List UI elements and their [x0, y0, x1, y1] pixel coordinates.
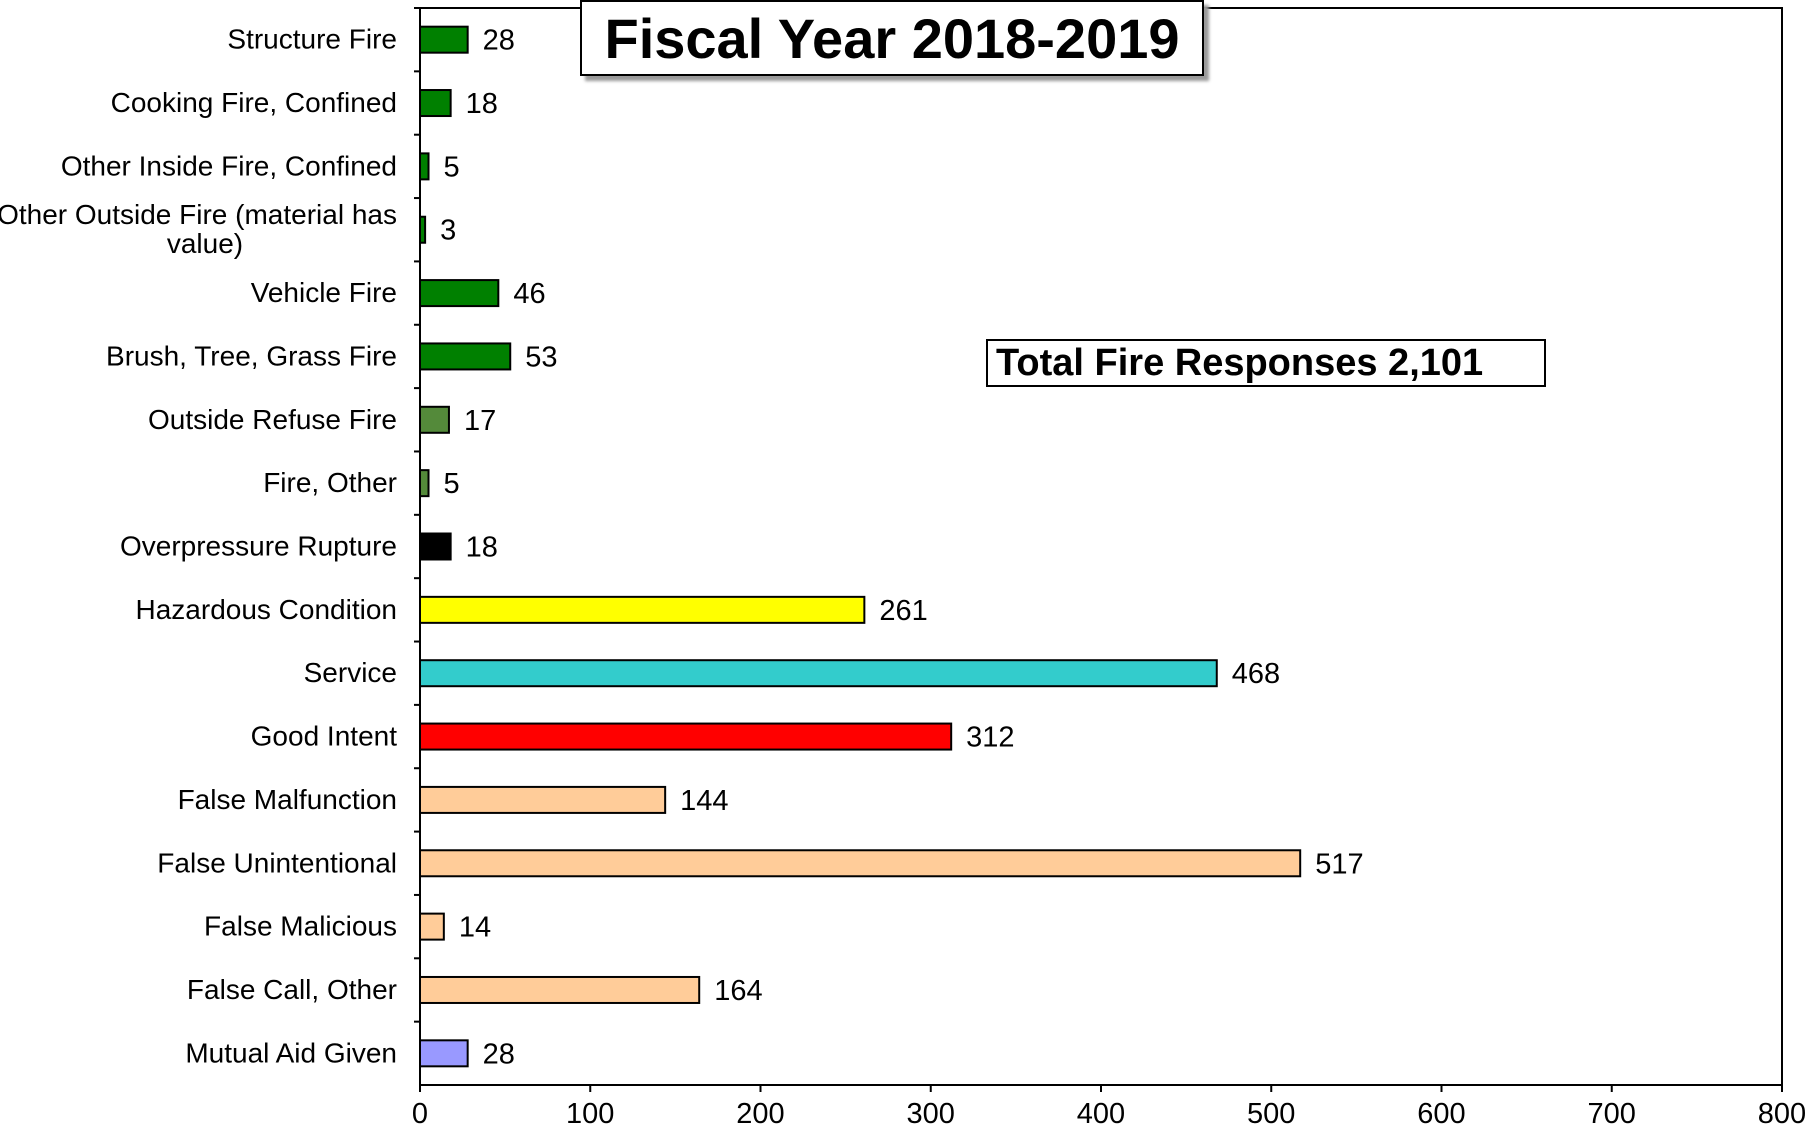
- category-label: value): [167, 228, 243, 259]
- category-label: False Unintentional: [157, 847, 397, 878]
- bar: [419, 785, 667, 814]
- value-label: 28: [483, 25, 515, 57]
- value-label: 18: [466, 532, 498, 564]
- category-labels: Structure Fire Cooking Fire, Confined Othe…: [0, 24, 397, 1069]
- bar: [419, 659, 1218, 688]
- value-label: 5: [444, 151, 460, 183]
- chart-title: Fiscal Year 2018-2019: [604, 6, 1180, 70]
- x-tick-label: 300: [907, 1098, 955, 1130]
- chart-title-box: Fiscal Year 2018-2019: [580, 0, 1204, 76]
- bar: [419, 912, 445, 941]
- bar: [419, 89, 452, 118]
- category-label: Structure Fire: [227, 24, 397, 55]
- bar: [419, 342, 512, 371]
- value-label: 5: [444, 468, 460, 500]
- category-label: Overpressure Rupture: [120, 531, 397, 562]
- bar: [419, 722, 953, 751]
- category-label: False Malicious: [204, 911, 397, 942]
- value-label: 517: [1315, 848, 1363, 880]
- value-label: 28: [483, 1038, 515, 1070]
- bar: [419, 849, 1302, 878]
- category-label: Cooking Fire, Confined: [111, 87, 397, 118]
- x-axis: 0 100 200 300 400 500 600 700 800: [412, 7, 1806, 1130]
- bar: [419, 469, 430, 498]
- value-label: 261: [879, 595, 927, 627]
- x-tick-label: 500: [1247, 1098, 1295, 1130]
- bar: [419, 25, 469, 54]
- value-label: 164: [714, 975, 762, 1007]
- value-label: 18: [466, 88, 498, 120]
- plot-area: [419, 7, 1783, 1086]
- value-label: 14: [459, 912, 491, 944]
- value-label: 46: [513, 278, 545, 310]
- value-label: 53: [525, 341, 557, 373]
- value-label: 144: [680, 785, 728, 817]
- value-label: 17: [464, 405, 496, 437]
- bar: [419, 215, 427, 244]
- bar: [419, 975, 701, 1004]
- category-label: Fire, Other: [263, 467, 397, 498]
- category-label: Hazardous Condition: [136, 594, 398, 625]
- value-label: 312: [966, 722, 1014, 754]
- x-tick-label: 200: [736, 1098, 784, 1130]
- category-label: Brush, Tree, Grass Fire: [106, 340, 397, 371]
- bars-layer: [419, 25, 1302, 1068]
- x-tick-label: 700: [1588, 1098, 1636, 1130]
- x-tick-label: 0: [412, 1098, 428, 1130]
- value-label: 468: [1232, 658, 1280, 690]
- category-label: Outside Refuse Fire: [148, 404, 397, 435]
- total-responses-box: Total Fire Responses 2,101: [986, 339, 1546, 387]
- x-tick-label: 400: [1077, 1098, 1125, 1130]
- total-responses-annotation: Total Fire Responses 2,101: [996, 341, 1484, 384]
- category-label: Good Intent: [251, 721, 398, 752]
- bar: [419, 595, 866, 624]
- category-label: Service: [304, 657, 397, 688]
- category-label: Mutual Aid Given: [185, 1037, 397, 1068]
- x-tick-label: 100: [566, 1098, 614, 1130]
- category-label: Other Inside Fire, Confined: [61, 150, 397, 181]
- bar: [419, 405, 450, 434]
- bar: [419, 279, 500, 308]
- category-label: Other Outside Fire (material has: [0, 199, 397, 230]
- category-label: False Call, Other: [187, 974, 397, 1005]
- bar: [419, 532, 452, 561]
- value-label: 3: [440, 215, 456, 247]
- x-tick-label: 800: [1758, 1098, 1806, 1130]
- bar: [419, 152, 430, 181]
- category-label: False Malfunction: [178, 784, 397, 815]
- bar: [419, 1039, 469, 1068]
- x-tick-label: 600: [1417, 1098, 1465, 1130]
- category-label: Vehicle Fire: [251, 277, 397, 308]
